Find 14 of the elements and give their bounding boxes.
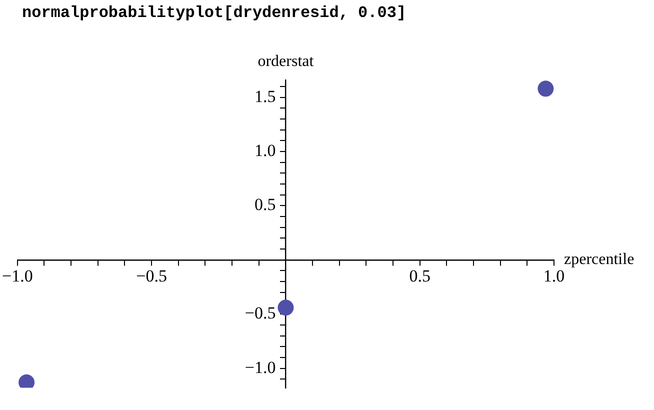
x-tick-label: −1.0 xyxy=(2,266,33,286)
y-tick-label: −0.5 xyxy=(244,304,276,323)
y-tick-label: 1.5 xyxy=(254,86,276,106)
point xyxy=(278,300,294,316)
y-tick-label: −1.0 xyxy=(244,358,276,377)
y-tick-label: 1.0 xyxy=(254,141,276,160)
y-axis-title: orderstat xyxy=(258,53,314,70)
point xyxy=(538,80,554,97)
x-axis-title: zpercentile xyxy=(564,251,634,268)
y-tick-label: 0.5 xyxy=(254,195,276,214)
chart-title: normalprobabilityplot[drydenresid, 0.03] xyxy=(22,4,406,22)
x-tick-label: 0.5 xyxy=(409,266,430,286)
x-tick-label: −0.5 xyxy=(136,266,167,286)
x-tick-label: 1.0 xyxy=(543,266,565,286)
